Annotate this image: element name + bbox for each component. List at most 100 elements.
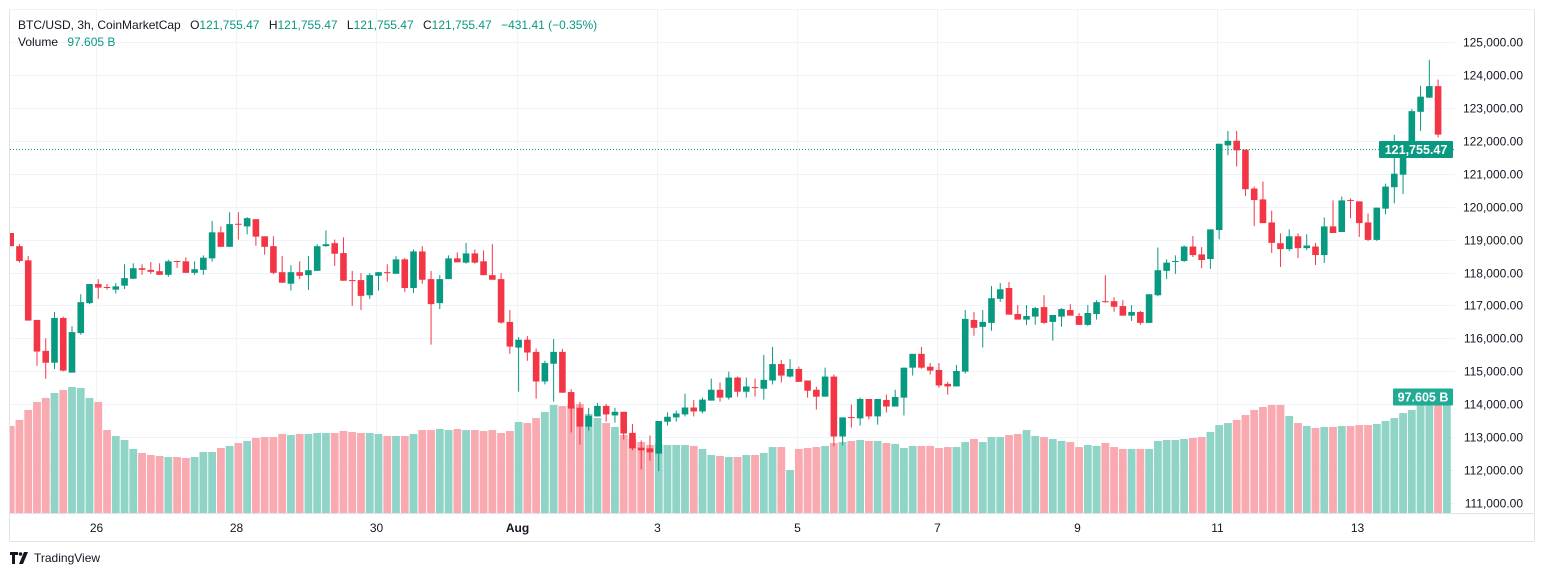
volume-bar [1057,440,1066,513]
volume-bar [1075,447,1083,513]
volume-bar [768,447,777,513]
volume-bar [1180,438,1189,513]
volume-bar [838,442,847,513]
candle-body [94,284,102,288]
candle-body [173,260,181,262]
volume-bar [926,445,935,513]
candle-body [1014,314,1022,320]
last-price-badge-label: 121,755.47 [1385,143,1448,157]
candle-body [1058,309,1065,317]
price-tick-label: 117,000.00 [1464,299,1523,313]
volume-bar [532,418,541,513]
volume-bar [891,443,900,513]
volume-bar [1381,421,1390,513]
volume-bar [698,448,707,513]
candle-body [357,280,365,296]
volume-bar [821,445,830,513]
price-tick-label: 120,000.00 [1463,201,1523,215]
volume-bar [138,452,146,513]
volume-bar [322,433,330,513]
candle-body [1119,306,1127,316]
volume-bar [935,447,943,513]
volume-bar [716,455,724,513]
volume-bar [847,440,856,513]
tradingview-brand[interactable]: TradingView [10,551,100,565]
volume-bar [593,418,602,513]
candle-body [10,232,14,247]
price-axis[interactable]: 125,000.00 124,000.00 123,000.00 122,000.00… [1463,36,1523,511]
candle-body [786,368,794,377]
volume-bar [1241,414,1250,513]
ohlc-row: BTC/USD, 3h, CoinMarketCap O121,755.47 H… [18,17,597,34]
volume-bar [365,433,374,513]
candle-body [926,366,934,371]
volume-bar [576,404,584,513]
candle-body [602,405,610,415]
volume-bar [234,442,243,513]
candle-body [1180,246,1188,261]
candle-body [856,398,864,419]
candle-body [585,415,592,427]
tradingview-logo-icon [10,552,28,564]
volume-bar [1302,426,1311,513]
candle-body [900,367,908,398]
change-value: −431.41 (−0.35%) [501,18,598,32]
volume-bar [803,447,812,513]
volume-bar [357,433,365,513]
candle-body [1426,86,1433,98]
volume-bar [707,455,716,513]
candle-body [1154,270,1162,296]
volume-bar [59,389,68,513]
volume-bar [786,469,794,513]
price-tick-label: 125,000.00 [1463,36,1523,50]
candle-body [699,399,706,412]
volume-bar [488,430,497,513]
symbol-label[interactable]: BTC/USD, 3h, CoinMarketCap [18,18,181,32]
volume-bar [330,433,339,513]
price-tick-label: 124,000.00 [1463,69,1523,83]
candle-body [445,258,452,280]
candle-body [1268,222,1276,243]
volume-bar [1364,425,1372,513]
volume-bar [155,455,164,513]
candle-body [1347,200,1354,202]
chart-legend: BTC/USD, 3h, CoinMarketCap O121,755.47 H… [18,17,597,51]
volume-bar [873,440,882,513]
candle-body [392,259,400,274]
volume-bar [383,435,392,513]
candle-body [418,251,426,280]
candle-body [1198,254,1205,260]
candle-body [532,351,540,382]
candle-body [1417,96,1424,112]
volume-bar [287,435,295,513]
candle-body [515,339,522,348]
time-axis[interactable]: 26 28 30 Aug 3 5 7 9 11 13 [90,521,1365,535]
candle-body [576,407,584,427]
volume-bar [751,455,759,513]
candle-body [594,405,601,417]
candle-body [524,339,531,353]
candle-body [1215,143,1223,231]
volume-bar [1110,447,1118,513]
volume-bar [900,447,908,513]
candle-body [1023,315,1030,320]
candle-body [165,261,172,275]
candle-body [567,392,575,409]
volume-bar [1320,426,1329,513]
volume-bar [208,452,217,513]
candle-body [646,448,654,453]
candle-body [156,271,163,275]
candle-body [1277,243,1284,250]
volume-bar [1066,442,1075,513]
chart-frame [9,9,1535,542]
volume-bar [111,435,120,513]
volume-bar [1040,437,1048,513]
last-volume-badge [1393,388,1453,406]
volume-bar [1162,440,1171,513]
volume-bar [453,428,462,513]
price-tick-label: 122,000.00 [1463,135,1523,149]
volume-bar [68,387,76,513]
candle-body [401,259,409,288]
candle-body [129,268,137,279]
